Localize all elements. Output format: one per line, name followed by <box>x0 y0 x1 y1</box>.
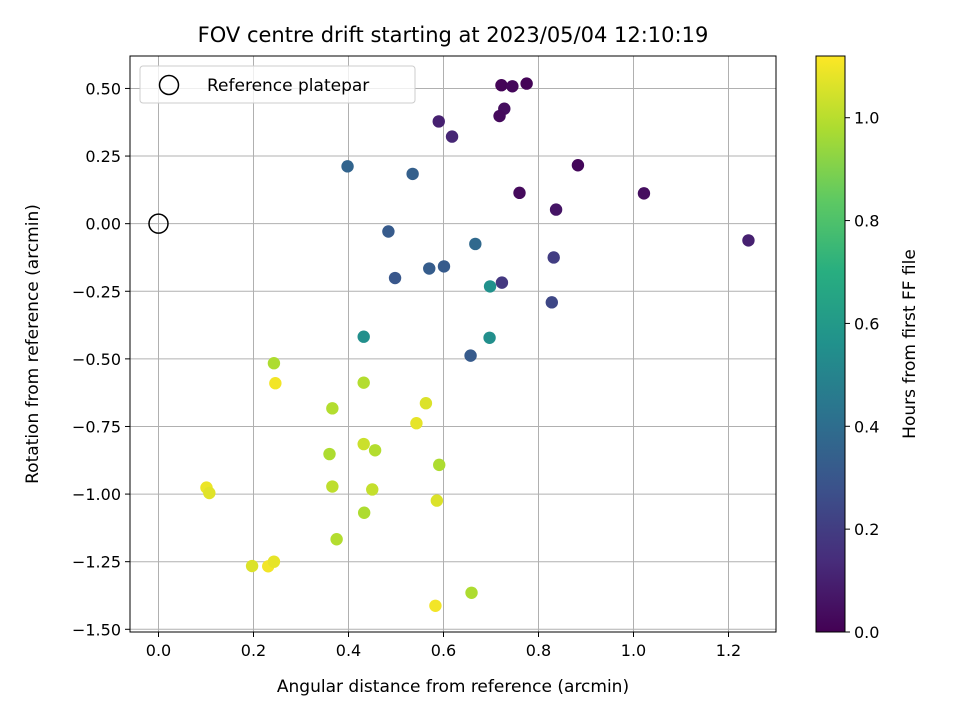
data-point-16 <box>406 167 419 181</box>
data-point-22 <box>464 349 477 362</box>
data-point-29 <box>326 402 339 415</box>
x-tick-label-6: 1.2 <box>716 641 741 660</box>
x-tick-label-2: 0.4 <box>336 641 361 660</box>
x-tick-label-0: 0.0 <box>146 641 171 660</box>
data-point-14 <box>545 296 558 309</box>
colorbar-tick-label-2: 0.4 <box>854 417 879 436</box>
y-tick-label-2: 0.00 <box>85 215 121 234</box>
data-point-35 <box>433 458 446 472</box>
data-point-24 <box>357 330 370 343</box>
data-point-4 <box>493 109 506 123</box>
data-point-13 <box>495 276 509 289</box>
data-point-10 <box>549 203 563 216</box>
colorbar-tick-label-3: 0.6 <box>854 314 879 333</box>
colorbar: 0.0 0.2 0.4 0.6 0.8 1.0 Hours from first FF f… <box>815 55 920 642</box>
data-point-6 <box>445 130 459 143</box>
x-tick-label-3: 0.6 <box>431 641 456 660</box>
chart-title: FOV centre drift starting at 2023/05/04 … <box>198 23 709 47</box>
data-point-28 <box>357 376 370 389</box>
x-tick-label-4: 0.8 <box>526 641 551 660</box>
x-tick-label-5: 1.0 <box>621 641 646 660</box>
data-point-8 <box>513 186 526 200</box>
colorbar-label: Hours from first FF file <box>900 249 920 439</box>
data-point-40 <box>430 494 444 507</box>
y-tick-label-8: −1.50 <box>72 620 121 639</box>
data-point-30 <box>419 397 433 410</box>
y-tick-label-6: −1.00 <box>72 485 121 504</box>
data-point-33 <box>368 444 382 457</box>
legend-label: Reference platepar <box>207 76 369 96</box>
data-point-27 <box>269 377 282 390</box>
data-point-25 <box>483 331 496 344</box>
data-point-20 <box>423 262 436 275</box>
data-point-7 <box>571 159 585 172</box>
data-point-43 <box>245 559 259 573</box>
data-point-32 <box>357 437 370 451</box>
plot-frame <box>129 55 777 633</box>
data-point-19 <box>388 271 402 285</box>
data-points <box>200 77 755 612</box>
legend: Reference platepar <box>139 65 416 104</box>
y-axis-ticks: 0.50 0.25 0.00 −0.25 −0.50 −0.75 −1.00 −1.25 −1.… <box>72 79 130 639</box>
data-point-26 <box>267 357 281 370</box>
data-point-12 <box>547 251 560 264</box>
x-tick-label-1: 0.2 <box>241 641 266 660</box>
data-point-0 <box>495 79 508 92</box>
data-point-15 <box>341 160 354 173</box>
data-point-17 <box>382 225 395 238</box>
data-point-39 <box>203 486 216 500</box>
data-point-42 <box>330 533 343 546</box>
y-tick-label-5: −0.75 <box>72 417 121 436</box>
y-tick-label-1: 0.25 <box>85 147 121 166</box>
data-point-18 <box>469 237 482 251</box>
data-point-9 <box>637 187 651 200</box>
data-point-21 <box>437 260 451 273</box>
data-point-41 <box>357 506 371 519</box>
y-axis-label: Rotation from reference (arcmin) <box>23 204 43 484</box>
y-tick-label-0: 0.50 <box>85 79 121 98</box>
data-point-5 <box>432 115 445 128</box>
y-tick-label-3: −0.25 <box>72 282 121 301</box>
colorbar-tick-label-5: 1.0 <box>854 109 879 128</box>
colorbar-tick-label-4: 0.8 <box>854 212 879 231</box>
y-tick-label-7: −1.25 <box>72 553 121 572</box>
reference-marker <box>148 213 169 234</box>
data-point-46 <box>465 586 478 599</box>
colorbar-gradient <box>815 55 846 633</box>
data-point-11 <box>742 234 755 247</box>
x-axis-ticks: 0.0 0.2 0.4 0.6 0.8 1.0 1.2 <box>146 632 741 660</box>
data-point-1 <box>506 80 519 93</box>
data-point-36 <box>326 480 339 493</box>
data-point-37 <box>366 483 379 496</box>
legend-marker <box>158 74 180 96</box>
grid <box>130 56 776 632</box>
data-point-2 <box>520 77 533 90</box>
colorbar-tick-label-0: 0.0 <box>854 623 879 642</box>
colorbar-tick-label-1: 0.2 <box>854 520 879 539</box>
data-point-45 <box>267 555 281 568</box>
y-tick-label-4: −0.50 <box>72 350 121 369</box>
data-point-23 <box>483 280 497 293</box>
colorbar-ticks: 0.0 0.2 0.4 0.6 0.8 1.0 <box>845 109 879 642</box>
data-point-47 <box>429 599 442 612</box>
data-point-34 <box>323 447 336 461</box>
x-axis-label: Angular distance from reference (arcmin) <box>277 677 629 697</box>
legend-box <box>139 65 416 104</box>
data-point-31 <box>410 417 423 430</box>
